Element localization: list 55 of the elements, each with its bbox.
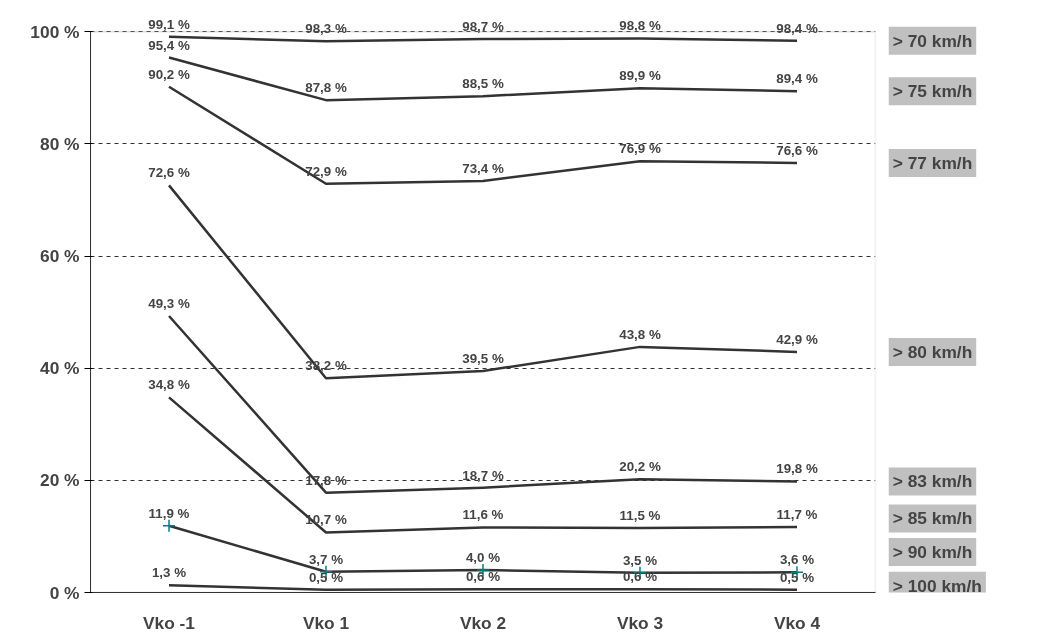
data-label: 76,6 % [776,142,818,158]
data-label: 3,5 % [622,552,658,568]
data-label: 73,4 % [462,160,504,176]
text: > 90 km/h [892,542,973,563]
y-tick-label: 40 % [40,358,80,379]
data-label: 11,7 % [776,506,818,522]
data-label: 99,1 % [148,16,190,32]
data-label: 98,7 % [462,19,504,35]
data-label: 19,8 % [776,461,818,477]
data-label: 49,3 % [148,296,190,312]
data-label: 11,6 % [462,507,504,523]
text: > 85 km/h [892,508,973,529]
data-label: 20,2 % [619,459,661,475]
x-tick-label: Vko -1 [143,612,196,633]
data-label: 76,9 % [619,141,661,157]
x-tick-label: Vko 3 [616,612,664,633]
text: > 75 km/h [892,81,973,102]
data-label: 11,9 % [148,505,190,521]
data-label: 42,9 % [776,331,818,347]
y-tick-label: 20 % [40,470,80,491]
y-tick-label: 0 % [49,582,80,603]
y-tick-label: 100 % [30,21,80,42]
x-tick-label: Vko 1 [302,612,350,633]
data-label: 89,9 % [619,68,661,84]
data-label: 0,5 % [308,569,344,585]
data-label: 98,3 % [305,21,347,37]
data-label: 98,8 % [619,18,661,34]
text: > 100 km/h [892,575,982,596]
text: > 83 km/h [892,471,973,492]
data-label: 0,5 % [779,569,815,585]
data-label: 98,4 % [776,20,818,36]
data-label: 39,5 % [462,351,504,366]
x-tick-label: Vko 4 [773,612,821,633]
x-tick-label: Vko 2 [459,612,507,633]
data-label: 89,4 % [776,71,818,87]
data-label: 43,8 % [619,326,661,342]
y-tick-label: 60 % [40,246,80,267]
data-label: 72,9 % [305,163,347,179]
data-label: 88,5 % [462,76,504,92]
text: > 80 km/h [892,341,973,362]
data-label: 87,8 % [305,80,347,96]
data-label: 11,5 % [619,508,661,524]
y-tick-label: 80 % [40,133,80,154]
data-label: 18,7 % [462,467,504,483]
data-label: 34,8 % [148,377,190,393]
data-label: 1,3 % [151,565,187,581]
data-label: 95,4 % [148,37,190,53]
data-label: 3,7 % [308,551,344,567]
data-label: 4,0 % [465,550,501,566]
data-label: 3,6 % [779,552,815,568]
text: > 77 km/h [892,152,973,173]
data-label: 90,2 % [148,66,190,82]
data-label: 0,6 % [465,569,501,585]
text: > 70 km/h [892,30,973,51]
data-label: 72,6 % [148,165,190,181]
